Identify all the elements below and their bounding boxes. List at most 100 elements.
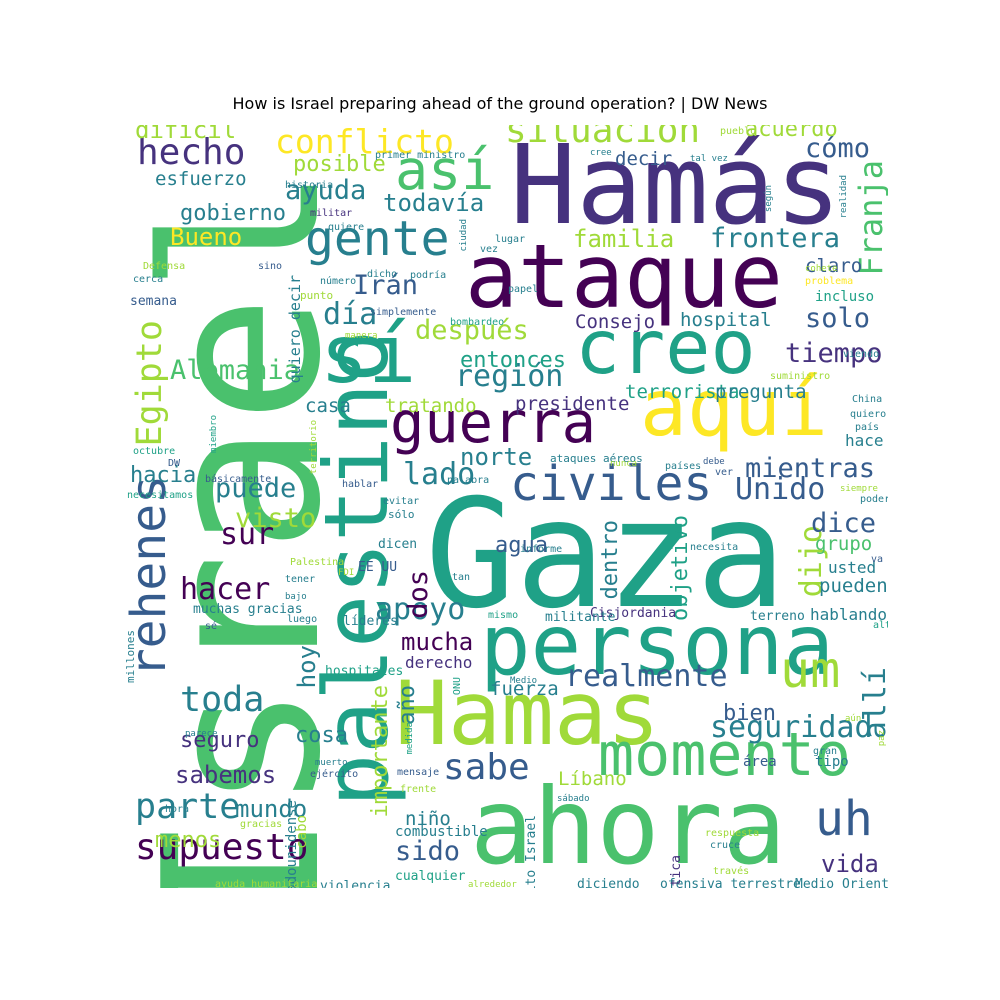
word-básicamente: básicamente [205,474,272,485]
word-bajo: bajo [285,592,307,602]
word-cualquier: cualquier [395,869,466,884]
word-va: va [871,554,884,565]
word-hacia: hacia [130,463,197,488]
word-cree: cree [590,148,612,158]
word-toda: toda [180,680,265,720]
word-situación: situación [505,125,701,151]
word-cabo: cabo [294,815,310,849]
word-necesita: necesita [690,542,739,553]
word-grupo: grupo [815,533,873,555]
word-palabra: palabra [447,475,490,486]
word-realmente: realmente [565,659,728,694]
word-paz: paz [877,730,887,747]
word-medida: medida [405,722,415,755]
word-alto: alto [873,620,888,631]
word-agua: agua [495,533,548,558]
word-dicen: dicen [378,537,418,552]
word-tener: tener [285,574,316,585]
word-bien: bien [723,701,776,726]
word-militar: militar [310,208,353,219]
word-seguro: seguro [180,728,260,753]
word-frontera: frontera [710,223,841,254]
word-sé: sé [205,621,218,632]
word-niño: niño [405,808,451,830]
word-cómo: cómo [805,133,871,164]
word-esfuerzo: esfuerzo [155,168,247,190]
word-entonces: entonces [460,348,566,373]
word-menos: menos [155,828,222,853]
word-dos: dos [403,570,434,619]
word-sólo: sólo [388,508,415,521]
word-uh: uh [815,791,873,847]
word-informe: informe [520,544,563,555]
word-hecho: hecho [137,132,246,173]
word-número: número [320,276,357,287]
word-importante: importante [368,685,393,818]
word-tipo: tipo [815,754,849,770]
word-combustible: combustible [395,824,488,840]
word-fdi: FDI [338,568,355,578]
word-ee-uu: EE UU [358,560,398,575]
word-ver: ver [715,467,734,478]
word-supuesto: supuesto [135,827,309,868]
word-octubre: octubre [133,446,176,457]
word-dice: dice [811,508,877,539]
word-frente: frente [400,784,437,795]
word-país: país [855,422,880,433]
word-problema: problema [805,276,854,287]
word-podría: podría [410,270,447,281]
word-bombardeo: bombardeo [450,317,505,328]
word-ofensiva-terrestre: ofensiva terrestre [660,877,801,888]
word-respuesta: respuesta [705,828,760,839]
word-mensaje: mensaje [397,767,440,778]
word-palestina: Palestina [290,557,345,568]
word-defensa: Defensa [143,261,186,272]
word-través: través [713,866,750,877]
word-puede: puede [215,473,297,504]
word-semana: semana [130,294,177,309]
word-acuerdo: acuerdo [745,125,838,142]
word-sabemos: sabemos [175,761,277,789]
word-cloud: Israel Gaza Hamás palestino ahora Hamas person… [125,125,888,888]
word-según: según [764,185,774,213]
word-alrededor: alrededor [468,880,517,889]
word-tratando: tratando [385,395,477,417]
word-consejo: Consejo [575,311,656,333]
word-lugar: lugar [495,234,526,245]
word-historia: historia [285,180,334,191]
word-evitar: evitar [383,496,420,507]
word-primer-ministro: primer ministro [375,150,466,161]
word-líbano: Líbano [558,768,627,790]
word-así: así [395,138,495,202]
word-guerra: guerra [390,390,596,456]
word-aquí: aquí [640,364,828,454]
word-terreno: terreno [750,609,805,624]
word-mientras: mientras [745,453,876,484]
word-china: China [852,394,883,405]
word-ejército-israel: ejército Israel [524,815,539,888]
word-cisjordania: Cisjordania [590,606,677,621]
word-ayuda-humanitaria: ayuda humanitaria [215,879,318,889]
word-quiere: quiere [328,222,365,233]
word-pueblo: pueblo [720,126,757,137]
word-quiero: quiero [850,409,887,420]
word-día: día [323,297,378,332]
word-poder: poder [860,494,888,505]
word-necesitamos: necesitamos [127,490,194,501]
word-política: política [669,855,684,888]
word-aún: aún [845,714,862,724]
word-civiles: civiles [510,456,713,512]
word-ataques-aéreos: ataques aéreos [550,452,643,465]
word-área: área [743,754,777,770]
word-siempre: siempre [840,484,878,494]
word-cerca: cerca [133,274,164,285]
word-manera: manera [345,331,378,341]
word-parte: parte [135,787,241,827]
word-pueden: pueden [819,575,888,597]
word-creo: creo [575,303,756,391]
word-violencia: violencia [320,879,391,888]
word-hamás: Hamás [510,125,842,249]
word-año: año [395,685,420,725]
word-ataque: ataque [465,225,783,328]
word-punto: punto [300,289,334,302]
